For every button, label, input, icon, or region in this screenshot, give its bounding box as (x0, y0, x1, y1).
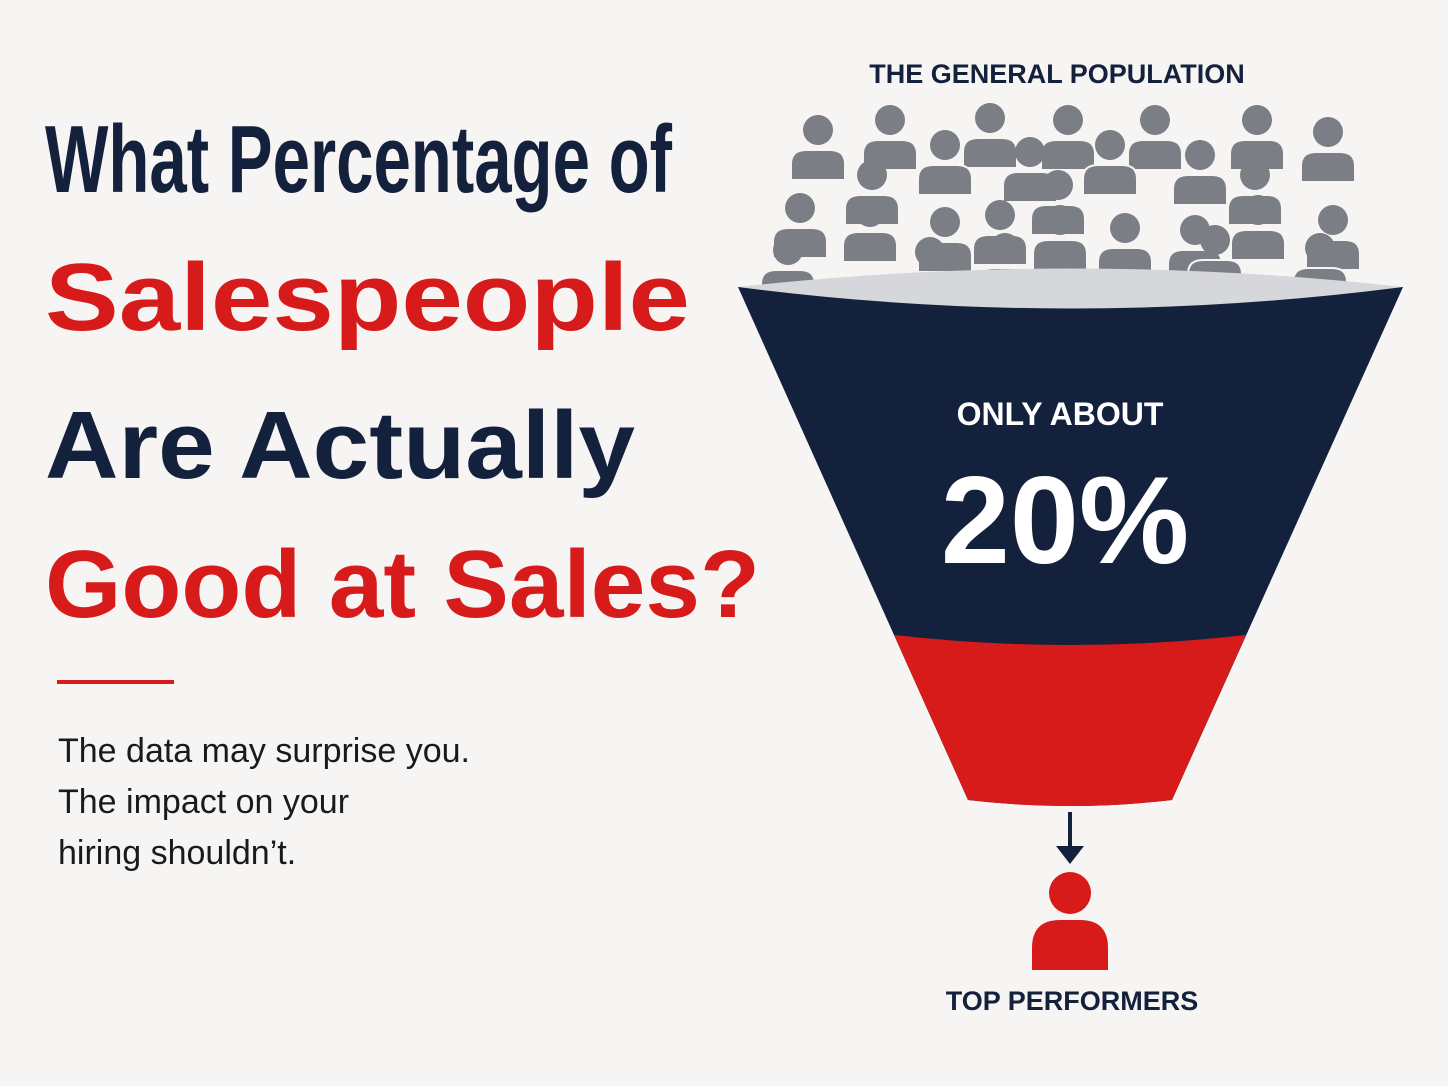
subtitle-line: The impact on your (58, 783, 349, 821)
headline-line: Salespeople (45, 244, 690, 351)
crowd-head (857, 160, 887, 190)
crowd-head (1200, 225, 1230, 255)
headline-line: What Percentage of (45, 106, 673, 213)
crowd-body (1127, 139, 1183, 171)
crowd-head (1240, 160, 1270, 190)
crowd-body (1300, 151, 1356, 183)
crowd-body (1040, 139, 1096, 171)
crowd-head (855, 197, 885, 227)
person-body (1032, 920, 1108, 970)
crowd-head (985, 200, 1015, 230)
stat: 20% (941, 452, 1189, 590)
crowd-head (930, 130, 960, 160)
funnel-rim (738, 268, 1403, 309)
crowd-body (1032, 239, 1088, 271)
crowd-body (962, 137, 1018, 169)
crowd-head (1140, 105, 1170, 135)
lead-in: ONLY ABOUT (957, 396, 1164, 432)
funnel-tip (894, 635, 1246, 806)
funnel-body (738, 287, 1403, 806)
crowd-head (875, 105, 905, 135)
crowd-head (1318, 205, 1348, 235)
crowd-body (790, 149, 846, 181)
crowd-head (1095, 130, 1125, 160)
crowd-head (990, 233, 1020, 263)
crowd-body (917, 164, 973, 196)
crowd-head (1015, 137, 1045, 167)
crowd-head (1045, 205, 1075, 235)
crowd-head (930, 207, 960, 237)
crowd-body (1082, 164, 1138, 196)
crowd-head (1243, 195, 1273, 225)
crowd-head (1313, 117, 1343, 147)
person-head (1049, 872, 1091, 914)
crowd-head (1185, 140, 1215, 170)
crowd-head (1043, 170, 1073, 200)
crowd-body (1172, 174, 1228, 206)
headline-line: Are Actually (45, 392, 635, 499)
divider (57, 680, 174, 684)
crowd-head (773, 235, 803, 265)
crowd-head (1053, 105, 1083, 135)
crowd-body (1229, 139, 1285, 171)
crowd-head (803, 115, 833, 145)
crowd-body (1230, 229, 1286, 261)
arrow-head (1056, 846, 1084, 864)
subtitle-line: hiring shouldn’t. (58, 834, 296, 872)
crowd-head (785, 193, 815, 223)
crowd-head (1242, 105, 1272, 135)
subtitle-line: The data may surprise you. (58, 732, 470, 770)
crowd-head (915, 237, 945, 267)
funnel-bottom-label: TOP PERFORMERS (946, 986, 1199, 1016)
crowd-head (975, 103, 1005, 133)
crowd-head (1305, 233, 1335, 263)
crowd-head (1110, 213, 1140, 243)
funnel-top-label: THE GENERAL POPULATION (869, 59, 1245, 89)
headline-line: Good at Sales? (45, 531, 760, 638)
crowd-body (842, 231, 898, 263)
